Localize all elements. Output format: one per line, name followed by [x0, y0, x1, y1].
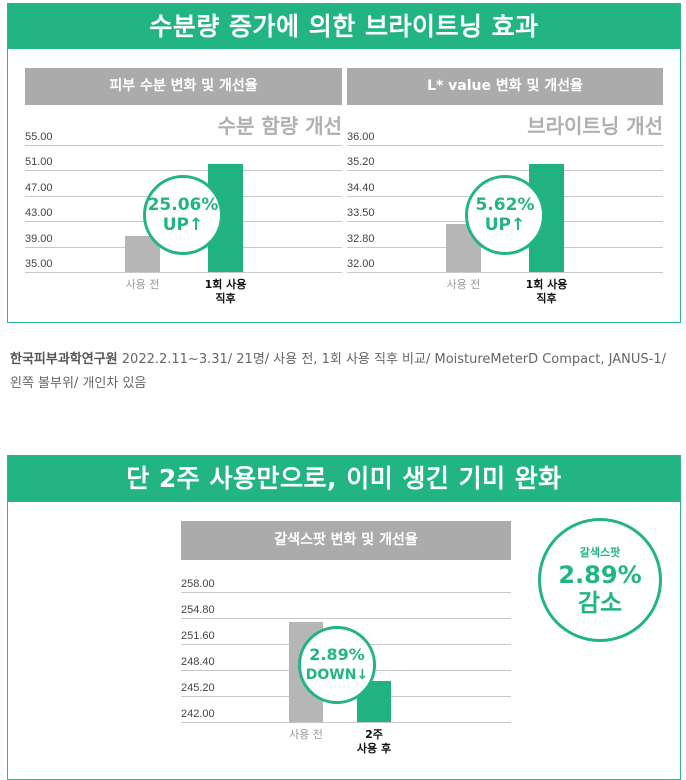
x-category-label: 1회 사용 직후	[525, 278, 568, 305]
gridline	[181, 592, 511, 593]
y-tick-label: 43.00	[25, 207, 53, 220]
section1-title: 수분량 증가에 의한 브라이트닝 효과	[8, 4, 680, 49]
badge-direction: UP↑	[162, 215, 204, 235]
badge-value: 2.89%	[309, 645, 365, 664]
y-tick-label: 251.60	[181, 630, 215, 642]
study-note: 한국피부과학연구원 2022.2.11~3.31/ 21명/ 사용 전, 1회 …	[10, 348, 680, 396]
brown-spot-badge: 갈색스팟 2.89% 감소	[538, 518, 662, 642]
y-tick-label: 35.20	[347, 156, 375, 169]
change-badge: 5.62% UP↑	[465, 175, 545, 255]
x-category-label: 1회 사용 직후	[204, 278, 247, 305]
chart3-title: 갈색스팟 변화 및 개선율	[181, 521, 511, 560]
y-tick-label: 245.20	[181, 682, 215, 694]
change-badge: 25.06% UP↑	[143, 175, 223, 255]
gridline	[25, 272, 342, 273]
y-tick-label: 32.80	[347, 232, 375, 245]
big-badge-text: 감소	[577, 589, 623, 617]
chart2-title: L* value 변화 및 개선율	[347, 68, 663, 105]
note-institute: 한국피부과학연구원	[10, 352, 118, 367]
gridline	[25, 145, 342, 146]
chart1-title: 피부 수분 변화 및 개선율	[25, 68, 342, 105]
y-tick-label: 51.00	[25, 156, 53, 169]
x-category-label: 2주 사용 후	[356, 728, 392, 755]
note-details: 2022.2.11~3.31/ 21명/ 사용 전, 1회 사용 직후 비교/ …	[10, 352, 666, 391]
badge-value: 25.06%	[147, 195, 219, 215]
change-badge: 2.89% DOWN↓	[298, 626, 376, 704]
y-tick-label: 55.00	[25, 131, 53, 143]
x-category-label: 사용 전	[446, 278, 481, 291]
badge-direction: UP↑	[484, 215, 526, 235]
y-tick-label: 34.40	[347, 181, 375, 194]
gridline	[347, 170, 663, 172]
y-tick-label: 36.00	[347, 131, 375, 143]
y-tick-label: 35.00	[25, 258, 53, 270]
y-tick-label: 47.00	[25, 181, 53, 194]
badge-value: 5.62%	[475, 195, 535, 215]
chart1-subtitle: 수분 함량 개선	[217, 114, 342, 138]
gridline	[347, 272, 663, 273]
y-tick-label: 33.50	[347, 207, 375, 220]
y-tick-label: 254.80	[181, 604, 215, 616]
gridline	[347, 145, 663, 146]
gridline	[181, 618, 511, 619]
x-category-label: 사용 전	[125, 278, 160, 291]
y-tick-label: 242.00	[181, 708, 215, 720]
melasma-panel: 단 2주 사용만으로, 이미 생긴 기미 완화	[7, 455, 681, 780]
x-category-label: 사용 전	[289, 728, 323, 741]
y-tick-label: 32.00	[347, 258, 375, 270]
badge-direction: DOWN↓	[305, 667, 369, 683]
y-tick-label: 39.00	[25, 232, 53, 245]
chart2-subtitle: 브라이트닝 개선	[527, 114, 663, 138]
big-badge-label: 갈색스팟	[579, 546, 621, 559]
gridline	[25, 170, 342, 172]
y-tick-label: 248.40	[181, 656, 215, 668]
big-badge-value: 2.89%	[558, 561, 642, 589]
y-tick-label: 258.00	[181, 578, 215, 590]
gridline	[181, 722, 511, 723]
brightening-panel: 수분량 증가에 의한 브라이트닝 효과	[7, 3, 681, 323]
section2-title: 단 2주 사용만으로, 이미 생긴 기미 완화	[8, 456, 680, 502]
